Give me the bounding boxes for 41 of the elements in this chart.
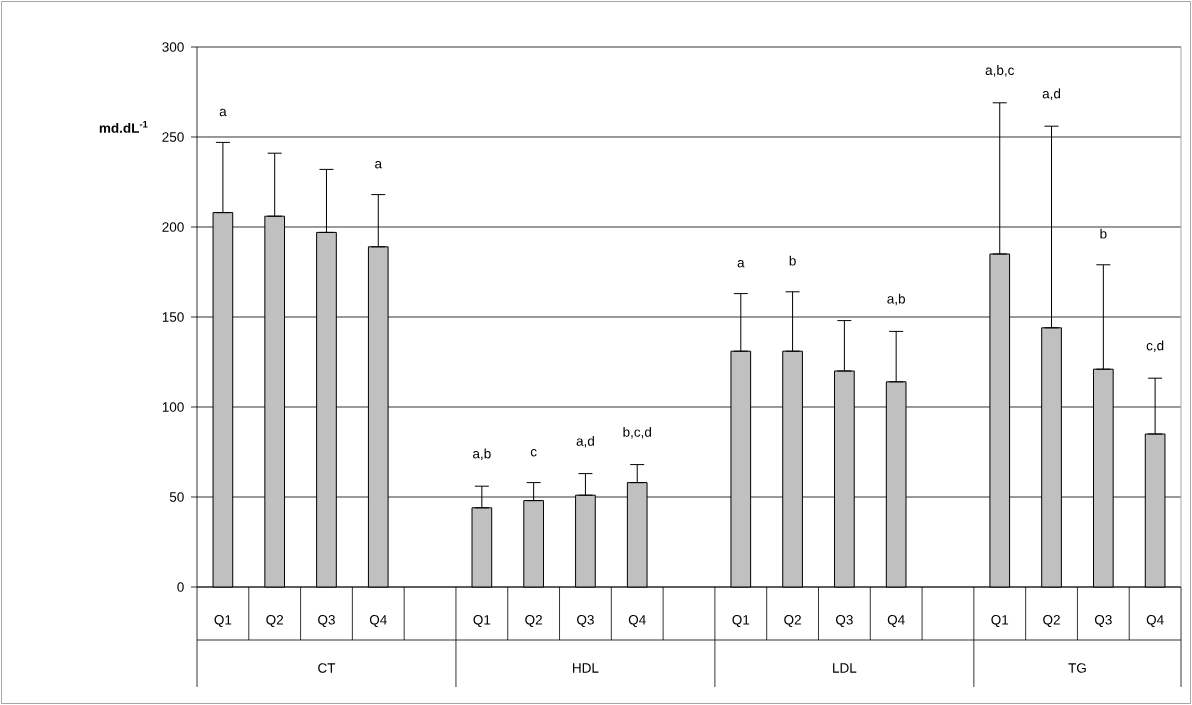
y-tick-label: 150 [162, 312, 184, 322]
annotation: c [530, 449, 537, 457]
annotation: a,d [1042, 88, 1061, 100]
text: Q3 [1094, 615, 1112, 627]
annotation: c,d [1146, 340, 1164, 353]
text: Q2 [1043, 615, 1060, 627]
y-tick-label: 100 [162, 402, 184, 412]
annotation: b [1100, 228, 1107, 239]
text: Q4 [628, 615, 646, 627]
x-tick-label: TG [1068, 663, 1086, 673]
annotation: a,b,c [985, 65, 1015, 77]
y-tick-label: 50 [169, 492, 184, 502]
text: Q4 [369, 615, 387, 627]
annotation: b,c,d [623, 426, 651, 439]
y-tick-label: 200 [162, 222, 184, 232]
annotation: a,d [576, 435, 594, 448]
y-tick-label: 0 [177, 582, 184, 592]
annotation: a [375, 161, 383, 169]
text: Q3 [577, 615, 594, 627]
annotation: a [737, 260, 745, 268]
x-tick-label: CT [318, 663, 336, 673]
x-tick-label: LDL [833, 663, 857, 673]
text: Q2 [266, 615, 284, 627]
text: Q2 [525, 615, 542, 627]
text: Q4 [887, 615, 905, 627]
annotation: b [789, 255, 796, 266]
text: Q3 [836, 615, 853, 627]
text: Q4 [1146, 615, 1164, 627]
y-tick-label: 300 [162, 42, 184, 52]
x-tick-label: HDL [573, 663, 599, 673]
y-tick-label: 250 [162, 132, 184, 142]
text: Q3 [318, 615, 335, 627]
text: Q1 [214, 615, 232, 627]
text: Q1 [732, 615, 750, 627]
annotation: a,b [887, 293, 905, 306]
text: Q2 [784, 615, 801, 627]
y-axis-title: md.dL$^{-1}$ [99, 120, 148, 133]
annotation: a,b [473, 448, 491, 461]
annotation: a [219, 108, 227, 117]
text: Q1 [473, 615, 491, 627]
text: Q1 [991, 615, 1009, 627]
